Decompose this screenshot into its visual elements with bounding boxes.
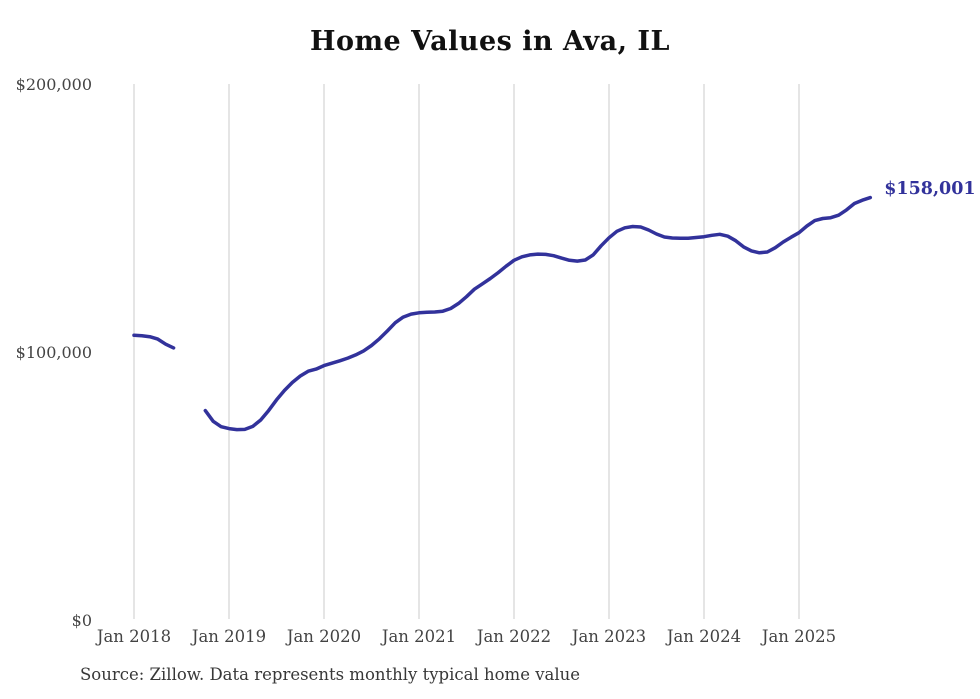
chart-title: Home Values in Ava, IL xyxy=(309,26,671,57)
source-note: Source: Zillow. Data represents monthly … xyxy=(80,665,581,684)
home-value-line xyxy=(132,195,873,432)
end-value-label: $158,001 xyxy=(884,178,976,199)
